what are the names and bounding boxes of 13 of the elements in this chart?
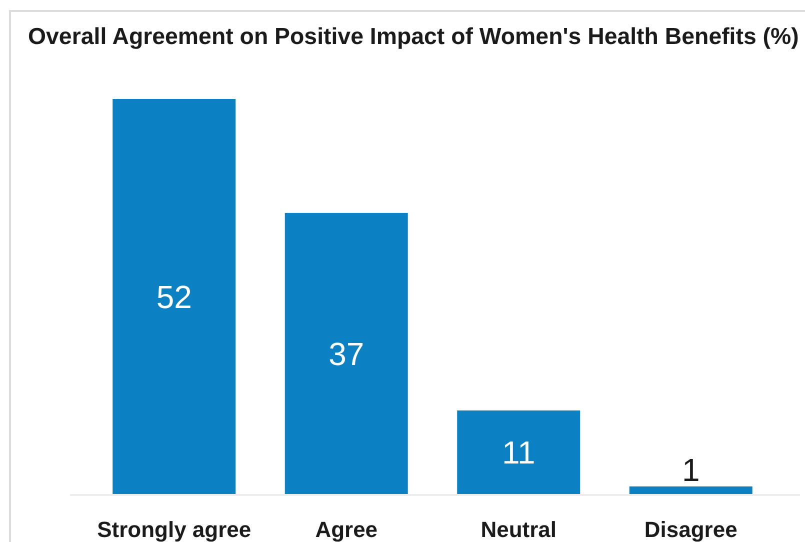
bar — [457, 410, 580, 494]
data-label: 11 — [502, 434, 536, 471]
chart-title: Overall Agreement on Positive Impact of Women's Health Benefits (%) — [28, 23, 799, 49]
data-label: 52 — [156, 279, 192, 316]
data-label: 1 — [682, 452, 700, 488]
x-tick-label: Agree — [315, 517, 378, 542]
data-label: 37 — [328, 336, 364, 372]
bar — [112, 99, 236, 494]
x-tick-label: Disagree — [644, 517, 738, 542]
x-tick-label: Strongly agree — [97, 517, 252, 542]
bar — [629, 486, 752, 494]
x-tick-label: Neutral — [480, 517, 557, 542]
bar — [284, 212, 408, 494]
